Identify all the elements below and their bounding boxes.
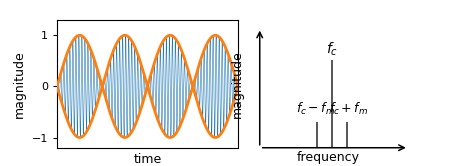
Text: $f_c + f_m$: $f_c + f_m$ xyxy=(328,101,367,117)
X-axis label: time: time xyxy=(133,153,161,166)
Text: $f_c - f_m$: $f_c - f_m$ xyxy=(295,101,334,117)
Y-axis label: magnitude: magnitude xyxy=(13,50,26,118)
Text: $f_c$: $f_c$ xyxy=(325,40,337,58)
X-axis label: frequency: frequency xyxy=(296,151,359,164)
Y-axis label: magnitude: magnitude xyxy=(230,50,243,118)
